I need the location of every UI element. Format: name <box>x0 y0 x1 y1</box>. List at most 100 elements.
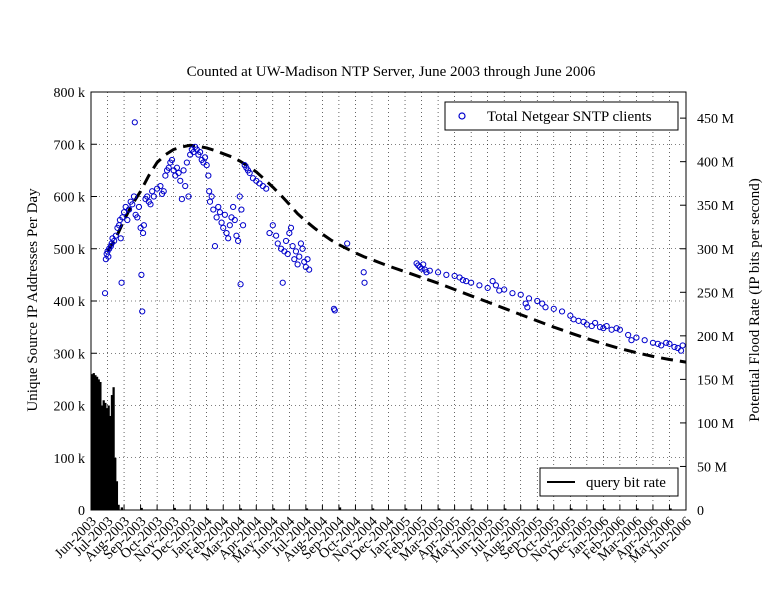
data-point <box>101 290 109 297</box>
bar-mark <box>206 508 209 510</box>
data-point <box>213 214 220 221</box>
data-point <box>591 319 599 327</box>
data-point <box>180 167 187 174</box>
y-tick-label-right: 200 M <box>697 330 735 345</box>
data-point <box>185 193 192 200</box>
data-point <box>117 235 124 242</box>
data-point <box>291 256 298 263</box>
bar-mark <box>173 507 176 510</box>
bar-mark <box>239 508 243 510</box>
data-point <box>226 222 233 229</box>
y-tick-label-right: 150 M <box>697 373 735 388</box>
data-point <box>223 229 230 237</box>
bar-mark <box>120 507 124 510</box>
data-point <box>134 214 141 221</box>
data-point <box>263 185 270 192</box>
data-point <box>215 203 222 211</box>
data-point <box>107 243 114 250</box>
data-point <box>484 284 491 292</box>
data-point <box>282 237 290 245</box>
data-point <box>509 290 516 297</box>
y-tick-label-left: 100 k <box>54 452 86 467</box>
data-point <box>273 232 280 239</box>
data-point <box>654 340 662 347</box>
data-point <box>225 235 232 242</box>
data-point <box>294 261 301 268</box>
bar-mark <box>405 508 408 510</box>
data-point <box>299 245 306 252</box>
data-point <box>139 229 147 237</box>
data-point <box>434 269 442 276</box>
query-bit-rate-line <box>106 143 687 364</box>
data-point <box>279 279 286 286</box>
data-point <box>206 198 214 205</box>
data-point <box>130 193 138 200</box>
bar-mark <box>94 375 97 510</box>
data-point <box>266 229 273 237</box>
data-point <box>201 154 209 161</box>
data-point <box>658 342 665 349</box>
data-point <box>558 308 566 315</box>
y-tick-label-right: 100 M <box>697 417 735 432</box>
bar-mark <box>140 507 143 510</box>
data-point <box>173 164 181 171</box>
x-axis: Jun-2003Jul-2003Aug-2003Sep-2003Oct-2003… <box>52 505 695 566</box>
data-point <box>663 339 670 346</box>
bar-mark <box>105 408 109 510</box>
data-point <box>361 279 368 286</box>
data-point <box>238 206 245 213</box>
grid-layer <box>90 91 687 511</box>
y-tick-label-left: 500 k <box>54 243 86 258</box>
bar-mark <box>305 508 309 510</box>
bar-mark <box>97 379 100 510</box>
y-tick-label-left: 600 k <box>54 191 86 206</box>
y-axis-label-right: Potential Flood Rate (IP bits per second… <box>747 178 763 422</box>
bar-mark <box>636 508 639 510</box>
data-point <box>131 119 138 126</box>
data-point <box>476 282 483 289</box>
bar-mark <box>92 373 95 510</box>
data-point <box>304 256 311 263</box>
chart-title: Counted at UW-Madison NTP Server, June 2… <box>187 64 596 80</box>
y-tick-label-left: 300 k <box>54 347 86 362</box>
bar-mark <box>104 402 107 510</box>
data-point <box>234 237 242 245</box>
data-point <box>118 279 125 286</box>
data-point <box>524 304 531 311</box>
bar-mark <box>110 395 114 510</box>
data-point <box>671 343 678 351</box>
data-point <box>196 148 204 156</box>
data-point <box>360 269 367 276</box>
data-point <box>679 342 686 349</box>
legend-top-box <box>444 101 679 131</box>
data-point <box>210 206 217 213</box>
bar-mark <box>504 508 507 510</box>
y-axis-right: 0 50 M 100 M 150 M 200 M 250 M 300 M 350 M 400 M… <box>680 112 735 519</box>
bar-mark <box>114 457 117 510</box>
legend-bottom-label: query bit rate <box>586 475 666 491</box>
data-point <box>489 278 496 285</box>
data-point <box>608 326 615 333</box>
data-point <box>140 222 147 229</box>
y-tick-label-right: 450 M <box>697 112 735 127</box>
y-tick-label-right: 50 M <box>697 460 728 475</box>
data-point <box>567 312 574 319</box>
data-point <box>575 317 582 324</box>
legend-top: Total Netgear SNTP clients <box>444 101 679 131</box>
bar-mark <box>669 508 672 510</box>
data-point <box>522 300 529 307</box>
data-point <box>237 281 244 288</box>
bar-mark <box>438 508 441 510</box>
legend-top-label: Total Netgear SNTP clients <box>487 109 652 125</box>
data-point <box>284 250 291 258</box>
data-point <box>297 240 305 247</box>
bar-mark <box>570 508 573 510</box>
data-point <box>677 347 685 354</box>
data-point <box>144 193 151 200</box>
data-point <box>221 211 228 218</box>
data-point <box>139 308 146 315</box>
y-tick-label-right: 400 M <box>697 156 735 171</box>
bar-mark <box>109 415 112 510</box>
data-point <box>539 300 546 307</box>
